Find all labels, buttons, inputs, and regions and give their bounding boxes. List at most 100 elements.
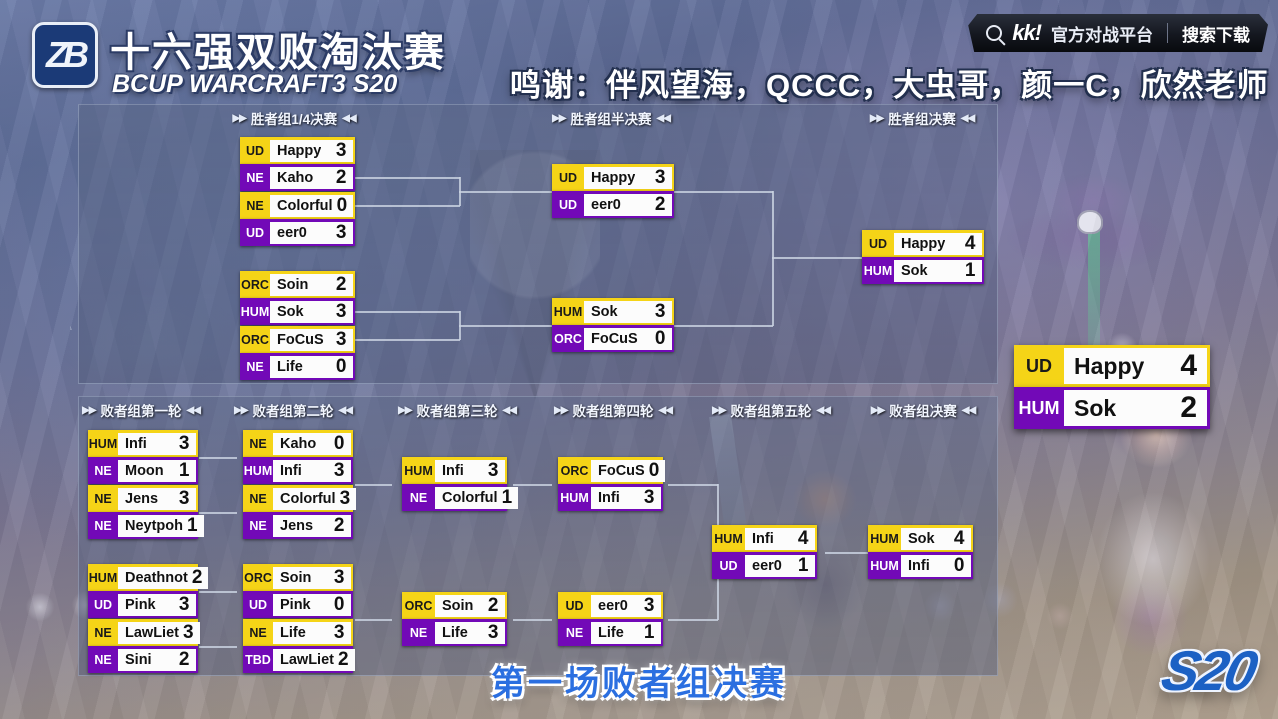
race-tag: NE [249, 518, 267, 533]
grand-final-row-bottom[interactable]: HUM Sok 2 [1014, 387, 1210, 429]
player-name: Colorful [277, 197, 333, 214]
player-namebox: Infi 3 [118, 432, 196, 455]
match-row-bottom[interactable]: UD eer0 3 [240, 219, 355, 246]
match-box[interactable]: NE Jens 3 NE Neytpoh 1 [88, 485, 204, 539]
match-row-top[interactable]: UD Happy 4 [862, 230, 984, 257]
match-row-bottom[interactable]: NE Moon 1 [88, 457, 198, 484]
match-row-top[interactable]: ORC FoCuS 3 [240, 326, 355, 353]
match-box[interactable]: NE Colorful 3 NE Jens 2 [243, 485, 357, 539]
player-namebox: Sok 1 [894, 259, 982, 282]
race-tag: UD [93, 597, 113, 612]
match-row-bottom[interactable]: HUM Infi 0 [868, 552, 973, 579]
grand-final-row-top[interactable]: UD Happy 4 [1014, 345, 1210, 387]
match-box[interactable]: ORC Soin 2 HUM Sok 3 [240, 271, 355, 325]
match-row-top[interactable]: ORC Soin 2 [402, 592, 507, 619]
player-name: LawLiet [280, 651, 334, 668]
kk-download-cta[interactable]: 搜索下载 [1182, 25, 1250, 45]
match-row-top[interactable]: NE Kaho 0 [243, 430, 353, 457]
match-row-top[interactable]: ORC FoCuS 0 [558, 457, 666, 484]
match-row-bottom[interactable]: UD eer0 1 [712, 552, 817, 579]
match-row-bottom[interactable]: NE Life 0 [240, 353, 355, 380]
match-row-bottom[interactable]: HUM Sok 3 [240, 298, 355, 325]
match-row-bottom[interactable]: NE Colorful 1 [402, 484, 519, 511]
match-row-bottom[interactable]: NE Neytpoh 1 [88, 512, 204, 539]
match-box[interactable]: ORC FoCuS 0 HUM Infi 3 [558, 457, 666, 511]
match-row-top[interactable]: NE Colorful 3 [243, 485, 357, 512]
match-row-top[interactable]: HUM Infi 3 [88, 430, 198, 457]
bcup-logo-icon: ZB [32, 22, 98, 88]
match-row-bottom[interactable]: TBD LawLiet 2 [243, 646, 355, 673]
match-box[interactable]: HUM Sok 4 HUM Infi 0 [868, 525, 973, 579]
match-row-bottom[interactable]: UD Pink 0 [243, 591, 353, 618]
race-tag: HUM [553, 304, 583, 319]
match-row-bottom[interactable]: UD eer0 2 [552, 191, 674, 218]
player-namebox: Jens 2 [273, 514, 351, 537]
player-name: Life [598, 624, 624, 641]
match-row-top[interactable]: NE LawLiet 3 [88, 619, 200, 646]
race-tag: NE [249, 436, 267, 451]
player-name: Infi [752, 530, 774, 547]
match-box[interactable]: UD Happy 3 NE Kaho 2 [240, 137, 355, 191]
match-row-top[interactable]: NE Life 3 [243, 619, 353, 646]
match-box[interactable]: ORC Soin 2 NE Life 3 [402, 592, 507, 646]
match-row-top[interactable]: HUM Infi 3 [402, 457, 507, 484]
player-name: Neytpoh [125, 517, 183, 534]
match-box[interactable]: HUM Sok 3 ORC FoCuS 0 [552, 298, 674, 352]
player-score: 2 [654, 194, 666, 215]
match-row-bottom[interactable]: NE Kaho 2 [240, 164, 355, 191]
match-row-top[interactable]: ORC Soin 2 [240, 271, 355, 298]
match-box[interactable]: HUM Infi 3 NE Colorful 1 [402, 457, 519, 511]
player-namebox: Pink 0 [273, 593, 351, 616]
match-row-top[interactable]: UD eer0 3 [558, 592, 663, 619]
match-row-top[interactable]: ORC Soin 3 [243, 564, 353, 591]
match-row-bottom[interactable]: UD Pink 3 [88, 591, 198, 618]
race-tag: ORC [554, 331, 582, 346]
player-score: 1 [187, 515, 198, 536]
match-box[interactable]: NE Kaho 0 HUM Infi 3 [243, 430, 353, 484]
kk-platform-banner[interactable]: kk! 官方对战平台 搜索下载 [968, 14, 1268, 52]
match-row-bottom[interactable]: HUM Sok 1 [862, 257, 984, 284]
match-row-top[interactable]: HUM Infi 4 [712, 525, 817, 552]
race-tag: UD [868, 236, 888, 251]
race-tag: NE [94, 491, 112, 506]
connector [668, 619, 718, 621]
match-row-bottom[interactable]: ORC FoCuS 0 [552, 325, 674, 352]
match-box[interactable]: HUM Deathnot 2 UD Pink 3 [88, 564, 209, 618]
connector [199, 457, 237, 459]
match-box[interactable]: UD eer0 3 NE Life 1 [558, 592, 663, 646]
match-box[interactable]: ORC FoCuS 3 NE Life 0 [240, 326, 355, 380]
match-box[interactable]: HUM Infi 3 NE Moon 1 [88, 430, 198, 484]
race-tag: ORC [241, 332, 269, 347]
match-box[interactable]: UD Happy 3 UD eer0 2 [552, 164, 674, 218]
match-row-bottom[interactable]: NE Life 1 [558, 619, 663, 646]
match-row-bottom[interactable]: NE Life 3 [402, 619, 507, 646]
match-row-top[interactable]: UD Happy 3 [240, 137, 355, 164]
player-namebox: Sok 3 [584, 300, 672, 323]
player-score: 3 [333, 567, 345, 588]
match-box[interactable]: HUM Infi 4 UD eer0 1 [712, 525, 817, 579]
player-name: Soin [277, 276, 309, 293]
match-row-bottom[interactable]: HUM Infi 3 [243, 457, 353, 484]
connector [772, 191, 774, 326]
match-row-top[interactable]: NE Colorful 0 [240, 192, 355, 219]
match-box[interactable]: ORC Soin 3 UD Pink 0 [243, 564, 353, 618]
player-score: 3 [333, 460, 345, 481]
round-header-lb-r1: ▶▶ 败者组第一轮 ◀◀ [80, 400, 202, 420]
match-row-top[interactable]: HUM Sok 3 [552, 298, 674, 325]
match-row-bottom[interactable]: NE Sini 2 [88, 646, 198, 673]
match-row-top[interactable]: NE Jens 3 [88, 485, 198, 512]
match-row-bottom[interactable]: HUM Infi 3 [558, 484, 663, 511]
match-row-top[interactable]: HUM Deathnot 2 [88, 564, 209, 591]
match-box[interactable]: NE LawLiet 3 NE Sini 2 [88, 619, 200, 673]
match-box[interactable]: NE Colorful 0 UD eer0 3 [240, 192, 355, 246]
arrow-left-icon: ▶▶ [234, 404, 248, 416]
match-row-top[interactable]: UD Happy 3 [552, 164, 674, 191]
match-row-top[interactable]: HUM Sok 4 [868, 525, 973, 552]
round-label: 胜者组决赛 [888, 112, 956, 127]
player-namebox: Jens 3 [118, 487, 196, 510]
match-box[interactable]: UD Happy 4 HUM Sok 1 [862, 230, 984, 284]
match-box[interactable]: NE Life 3 TBD LawLiet 2 [243, 619, 355, 673]
grand-final-scoreboard[interactable]: UD Happy 4 HUM Sok 2 [1014, 345, 1210, 429]
race-tag: UD [565, 598, 584, 613]
match-row-bottom[interactable]: NE Jens 2 [243, 512, 353, 539]
